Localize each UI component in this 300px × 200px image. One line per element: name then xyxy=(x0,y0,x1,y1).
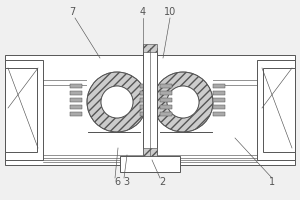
Bar xyxy=(160,98,172,102)
Bar xyxy=(143,48,157,156)
Text: 3: 3 xyxy=(123,177,129,187)
Bar xyxy=(213,112,225,116)
Bar xyxy=(213,98,225,102)
Text: 1: 1 xyxy=(269,177,275,187)
Text: 2: 2 xyxy=(159,177,165,187)
Bar xyxy=(160,72,212,132)
Bar xyxy=(263,68,295,152)
Text: 4: 4 xyxy=(140,7,146,17)
Bar xyxy=(160,91,172,95)
Bar xyxy=(88,72,140,132)
Bar xyxy=(70,98,82,102)
Bar xyxy=(88,72,140,132)
Bar xyxy=(140,112,152,116)
Circle shape xyxy=(101,86,133,118)
Bar xyxy=(5,55,295,165)
Circle shape xyxy=(167,86,199,118)
Bar xyxy=(140,98,152,102)
Bar xyxy=(70,91,82,95)
Text: 10: 10 xyxy=(164,7,176,17)
Bar xyxy=(143,148,157,156)
Bar xyxy=(257,60,295,160)
Text: 6: 6 xyxy=(114,177,120,187)
Bar xyxy=(153,72,213,132)
Wedge shape xyxy=(87,72,147,132)
Bar xyxy=(5,60,43,160)
Bar xyxy=(160,84,172,88)
Text: 7: 7 xyxy=(69,7,75,17)
Bar xyxy=(5,68,37,152)
Bar xyxy=(120,156,180,172)
Bar xyxy=(213,91,225,95)
Bar xyxy=(70,105,82,109)
Bar xyxy=(213,105,225,109)
Bar xyxy=(140,91,152,95)
Bar xyxy=(70,84,82,88)
Bar xyxy=(70,112,82,116)
Bar xyxy=(140,84,152,88)
Bar xyxy=(213,84,225,88)
Bar xyxy=(140,105,152,109)
Bar xyxy=(160,105,172,109)
Bar xyxy=(160,72,212,132)
Bar xyxy=(143,44,157,52)
Wedge shape xyxy=(153,72,213,132)
Bar xyxy=(87,72,147,132)
Bar xyxy=(160,112,172,116)
